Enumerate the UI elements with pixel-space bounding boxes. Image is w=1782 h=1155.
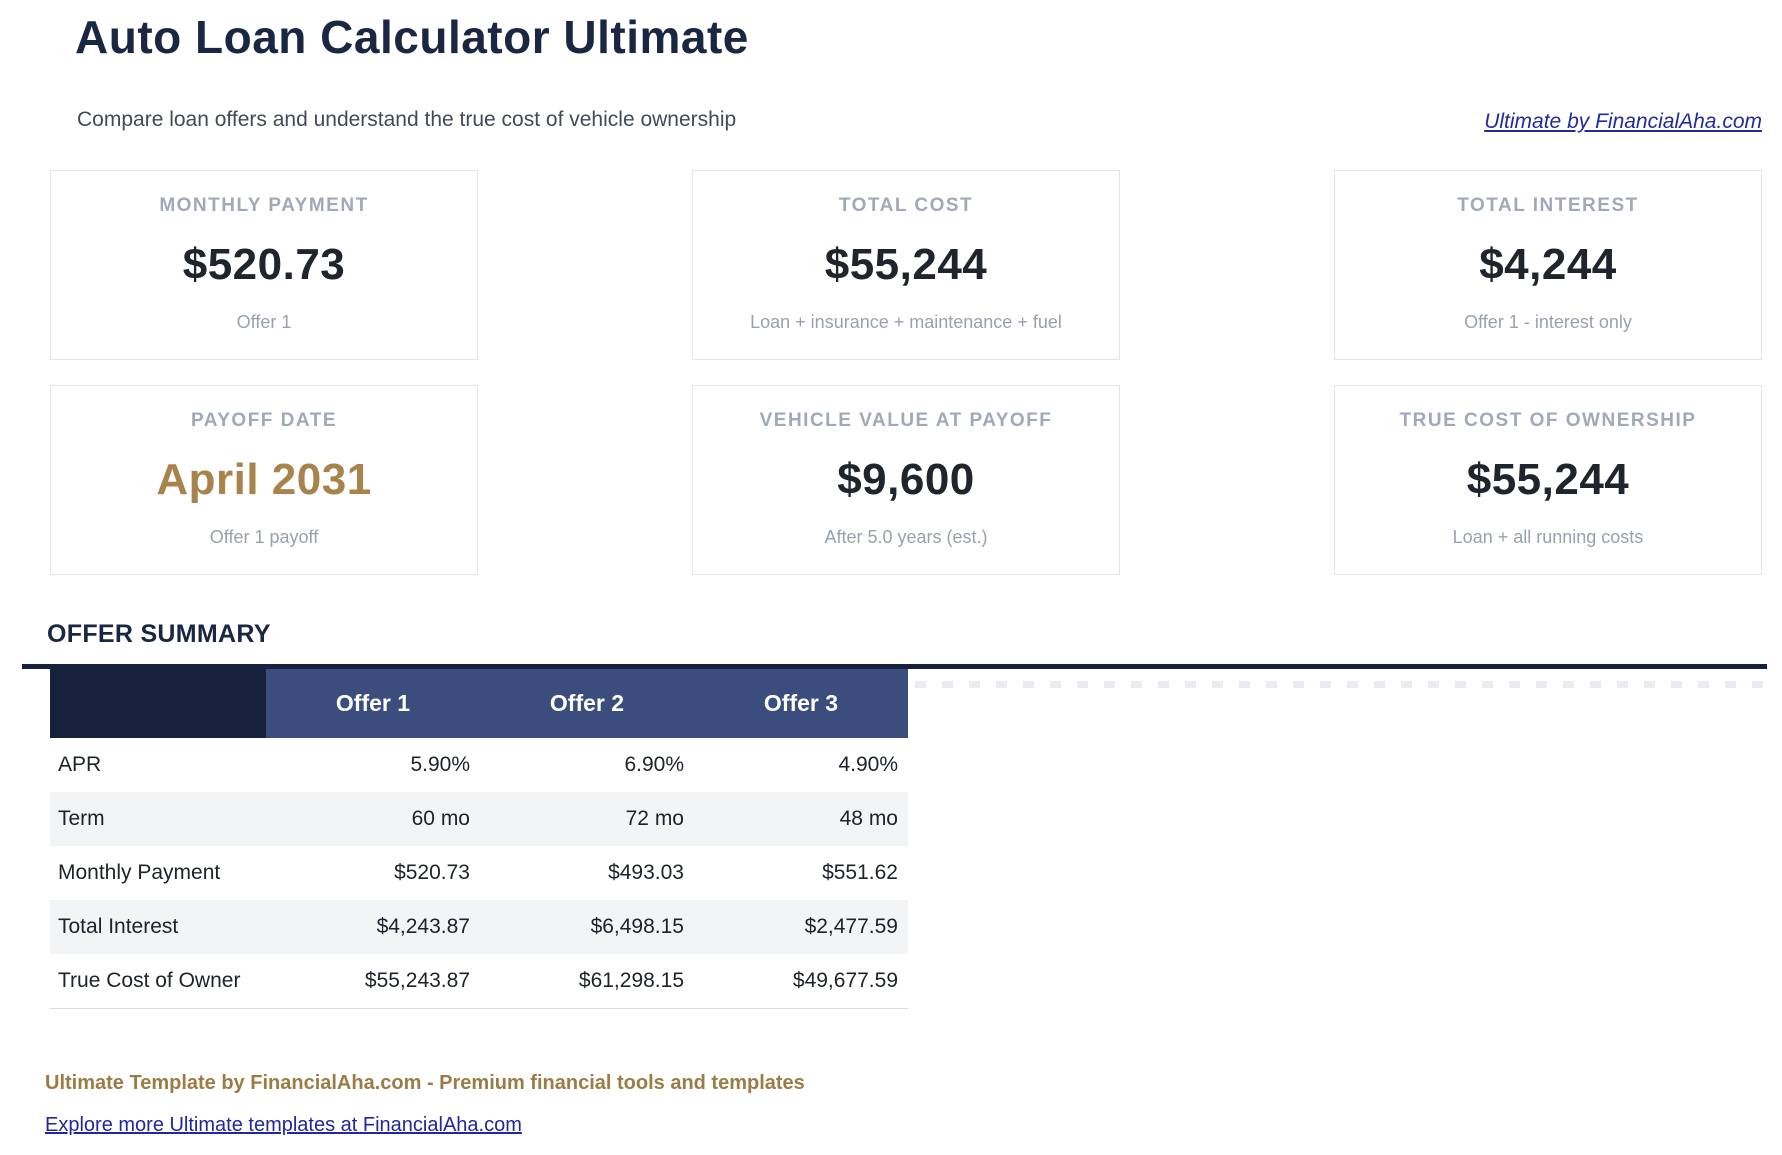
stat-card-total-cost: TOTAL COST $55,244 Loan + insurance + ma… xyxy=(692,170,1120,360)
card-note: After 5.0 years (est.) xyxy=(824,527,988,547)
cell-value: $520.73 xyxy=(266,846,480,900)
cell-value: $49,677.59 xyxy=(694,954,908,1009)
table-header-row: Offer 1 Offer 2 Offer 3 xyxy=(50,669,908,738)
card-note: Offer 1 - interest only xyxy=(1464,312,1632,332)
table-corner-cell xyxy=(50,669,266,738)
stat-cards-grid: MONTHLY PAYMENT $520.73 Offer 1 TOTAL CO… xyxy=(50,170,1762,575)
column-header-offer-2: Offer 2 xyxy=(480,669,694,738)
cell-value: 4.90% xyxy=(694,738,908,792)
page-subtitle: Compare loan offers and understand the t… xyxy=(77,108,737,131)
card-label: TOTAL COST xyxy=(838,195,974,216)
card-value: $55,244 xyxy=(1466,454,1630,504)
row-label: APR xyxy=(50,738,266,792)
table-row-true-cost: True Cost of Owner $55,243.87 $61,298.15… xyxy=(50,954,908,1009)
stat-card-total-interest: TOTAL INTEREST $4,244 Offer 1 - interest… xyxy=(1334,170,1762,360)
card-label: PAYOFF DATE xyxy=(191,410,337,431)
footer-tagline: Ultimate Template by FinancialAha.com - … xyxy=(45,1072,805,1094)
cell-value: 5.90% xyxy=(266,738,480,792)
cell-value: $551.62 xyxy=(694,846,908,900)
card-label: MONTHLY PAYMENT xyxy=(159,195,369,216)
row-label: True Cost of Owner xyxy=(50,954,266,1009)
card-label: TRUE COST OF OWNERSHIP xyxy=(1399,410,1697,431)
card-note: Offer 1 payoff xyxy=(209,527,319,547)
cell-value: 6.90% xyxy=(480,738,694,792)
column-header-offer-1: Offer 1 xyxy=(266,669,480,738)
table-row-total-interest: Total Interest $4,243.87 $6,498.15 $2,47… xyxy=(50,900,908,954)
card-value: April 2031 xyxy=(156,454,372,504)
card-value: $9,600 xyxy=(837,454,975,504)
stat-card-true-cost: TRUE COST OF OWNERSHIP $55,244 Loan + al… xyxy=(1334,385,1762,575)
grid-dashes-decoration xyxy=(915,681,1767,688)
cell-value: $493.03 xyxy=(480,846,694,900)
cell-value: 48 mo xyxy=(694,792,908,846)
card-note: Offer 1 xyxy=(236,312,292,332)
table-row-monthly-payment: Monthly Payment $520.73 $493.03 $551.62 xyxy=(50,846,908,900)
card-value: $4,244 xyxy=(1479,239,1617,289)
row-label: Total Interest xyxy=(50,900,266,954)
card-label: TOTAL INTEREST xyxy=(1457,195,1639,216)
cell-value: $2,477.59 xyxy=(694,900,908,954)
card-value: $55,244 xyxy=(824,239,988,289)
cell-value: 60 mo xyxy=(266,792,480,846)
brand-link[interactable]: Ultimate by FinancialAha.com xyxy=(1484,110,1762,133)
card-label: VEHICLE VALUE AT PAYOFF xyxy=(759,410,1053,431)
offer-summary-heading: OFFER SUMMARY xyxy=(47,620,271,648)
footer-explore-link[interactable]: Explore more Ultimate templates at Finan… xyxy=(45,1114,522,1136)
table-row-term: Term 60 mo 72 mo 48 mo xyxy=(50,792,908,846)
row-label: Term xyxy=(50,792,266,846)
row-label: Monthly Payment xyxy=(50,846,266,900)
card-note: Loan + all running costs xyxy=(1452,527,1644,547)
cell-value: $6,498.15 xyxy=(480,900,694,954)
cell-value: $55,243.87 xyxy=(266,954,480,1009)
table-row-apr: APR 5.90% 6.90% 4.90% xyxy=(50,738,908,792)
cell-value: 72 mo xyxy=(480,792,694,846)
stat-card-monthly-payment: MONTHLY PAYMENT $520.73 Offer 1 xyxy=(50,170,478,360)
stat-card-vehicle-value: VEHICLE VALUE AT PAYOFF $9,600 After 5.0… xyxy=(692,385,1120,575)
card-note: Loan + insurance + maintenance + fuel xyxy=(750,312,1062,332)
offer-summary-table: Offer 1 Offer 2 Offer 3 APR 5.90% 6.90% … xyxy=(50,669,908,1009)
column-header-offer-3: Offer 3 xyxy=(694,669,908,738)
summary-divider-line xyxy=(22,664,1767,669)
page-title: Auto Loan Calculator Ultimate xyxy=(75,11,749,63)
stat-card-payoff-date: PAYOFF DATE April 2031 Offer 1 payoff xyxy=(50,385,478,575)
cell-value: $4,243.87 xyxy=(266,900,480,954)
cell-value: $61,298.15 xyxy=(480,954,694,1009)
card-value: $520.73 xyxy=(182,239,346,289)
